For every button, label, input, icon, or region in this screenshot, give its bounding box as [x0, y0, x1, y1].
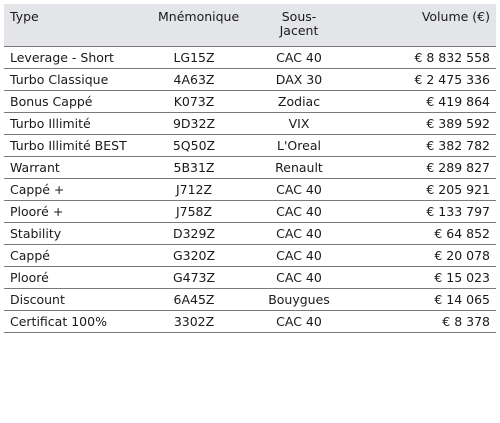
cell-type: Cappé	[10, 247, 50, 263]
table-row: Turbo Illimité BEST 5Q50Z L'Oreal € 382 782	[4, 134, 496, 156]
cell-type: Stability	[10, 225, 62, 241]
cell-sous-jacent: Zodiac	[277, 93, 321, 109]
cell-sous-jacent: DAX 30	[275, 71, 323, 87]
cell-mnemonique: D329Z	[172, 225, 216, 241]
cell-sous-jacent: Bouygues	[268, 291, 330, 307]
cell-type: Cappé +	[10, 181, 65, 197]
table-header-row: Type Mnémonique Sous- Jacent Volume (€)	[4, 4, 496, 46]
cell-volume: € 8 378	[442, 313, 490, 329]
cell-volume: € 419 864	[426, 93, 490, 109]
table-row: Plooré G473Z CAC 40 € 15 023	[4, 266, 496, 288]
cell-sous-jacent: Renault	[275, 159, 323, 175]
cell-volume: € 15 023	[434, 269, 490, 285]
cell-mnemonique: 6A45Z	[173, 291, 215, 307]
table-row: Leverage - Short LG15Z CAC 40 € 8 832 558	[4, 46, 496, 68]
table-row: Warrant 5B31Z Renault € 289 827	[4, 156, 496, 178]
cell-mnemonique: K073Z	[173, 93, 215, 109]
cell-sous-jacent: VIX	[288, 115, 310, 131]
cell-volume: € 2 475 336	[414, 71, 490, 87]
table-row: Turbo Classique 4A63Z DAX 30 € 2 475 336	[4, 68, 496, 90]
cell-sous-jacent: CAC 40	[276, 225, 322, 241]
cell-volume: € 389 592	[426, 115, 490, 131]
cell-type: Discount	[10, 291, 65, 307]
cell-volume: € 14 065	[434, 291, 490, 307]
table-row: Stability D329Z CAC 40 € 64 852	[4, 222, 496, 244]
products-volume-table: Type Mnémonique Sous- Jacent Volume (€) …	[4, 4, 496, 333]
cell-volume: € 8 832 558	[414, 49, 490, 65]
table-body: Leverage - Short LG15Z CAC 40 € 8 832 558 Tu…	[4, 46, 496, 332]
cell-mnemonique: G473Z	[172, 269, 216, 285]
cell-sous-jacent: CAC 40	[276, 269, 322, 285]
header-type: Type	[10, 9, 39, 24]
cell-mnemonique: G320Z	[172, 247, 216, 263]
cell-volume: € 382 782	[426, 137, 490, 153]
cell-sous-jacent: CAC 40	[276, 181, 322, 197]
cell-sous-jacent: CAC 40	[276, 247, 322, 263]
table-row: Discount 6A45Z Bouygues € 14 065	[4, 288, 496, 310]
cell-sous-jacent: CAC 40	[276, 49, 322, 65]
cell-type: Plooré +	[10, 203, 64, 219]
header-sous-jacent: Sous- Jacent	[234, 4, 364, 46]
cell-volume: € 64 852	[434, 225, 490, 241]
cell-mnemonique: J712Z	[175, 181, 213, 197]
cell-volume: € 205 921	[426, 181, 490, 197]
cell-sous-jacent: CAC 40	[276, 313, 322, 329]
table-row: Cappé + J712Z CAC 40 € 205 921	[4, 178, 496, 200]
cell-mnemonique: 3302Z	[173, 313, 215, 329]
cell-mnemonique: LG15Z	[173, 49, 215, 65]
cell-type: Plooré	[10, 269, 49, 285]
table-row: Certificat 100% 3302Z CAC 40 € 8 378	[4, 310, 496, 332]
header-mnemonique: Mnémonique	[158, 9, 240, 24]
cell-sous-jacent: L'Oreal	[277, 137, 321, 153]
table-row: Turbo Illimité 9D32Z VIX € 389 592	[4, 112, 496, 134]
cell-mnemonique: 5Q50Z	[172, 137, 216, 153]
products-table-container: Type Mnémonique Sous- Jacent Volume (€) …	[4, 4, 496, 333]
cell-type: Certificat 100%	[10, 313, 107, 329]
table-row: Cappé G320Z CAC 40 € 20 078	[4, 244, 496, 266]
table-row: Bonus Cappé K073Z Zodiac € 419 864	[4, 90, 496, 112]
cell-mnemonique: 4A63Z	[173, 71, 215, 87]
header-volume: Volume (€)	[421, 9, 490, 24]
cell-volume: € 133 797	[426, 203, 490, 219]
cell-volume: € 289 827	[426, 159, 490, 175]
header-sous-jacent-label: Sous- Jacent	[279, 9, 319, 38]
cell-type: Warrant	[10, 159, 60, 175]
cell-mnemonique: 5B31Z	[173, 159, 215, 175]
cell-type: Turbo Illimité BEST	[10, 137, 127, 153]
cell-type: Leverage - Short	[10, 49, 114, 65]
cell-volume: € 20 078	[434, 247, 490, 263]
cell-type: Turbo Illimité	[10, 115, 91, 131]
cell-type: Bonus Cappé	[10, 93, 93, 109]
cell-mnemonique: 9D32Z	[172, 115, 216, 131]
cell-sous-jacent: CAC 40	[276, 203, 322, 219]
table-row: Plooré + J758Z CAC 40 € 133 797	[4, 200, 496, 222]
cell-mnemonique: J758Z	[175, 203, 213, 219]
cell-type: Turbo Classique	[10, 71, 109, 87]
